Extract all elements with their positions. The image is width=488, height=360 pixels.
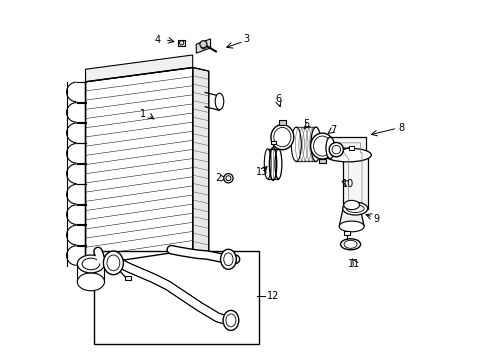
Text: 2: 2 bbox=[215, 173, 221, 183]
Ellipse shape bbox=[343, 201, 359, 210]
Text: 12: 12 bbox=[266, 291, 279, 301]
Bar bbox=[278, 120, 285, 125]
Text: 3: 3 bbox=[243, 34, 249, 44]
Ellipse shape bbox=[328, 143, 343, 157]
Bar bbox=[124, 276, 131, 280]
Text: 1: 1 bbox=[140, 109, 145, 119]
Ellipse shape bbox=[331, 145, 340, 154]
Ellipse shape bbox=[264, 149, 270, 179]
Text: 9: 9 bbox=[372, 214, 378, 224]
Ellipse shape bbox=[77, 273, 104, 291]
Bar bbox=[270, 141, 275, 144]
Ellipse shape bbox=[220, 249, 236, 269]
Ellipse shape bbox=[200, 41, 206, 48]
Bar bbox=[348, 146, 353, 150]
Ellipse shape bbox=[225, 314, 235, 327]
Text: 4: 4 bbox=[154, 35, 160, 45]
Ellipse shape bbox=[225, 176, 230, 181]
Ellipse shape bbox=[339, 221, 364, 232]
Ellipse shape bbox=[274, 149, 281, 179]
Ellipse shape bbox=[270, 125, 293, 150]
Ellipse shape bbox=[224, 253, 233, 266]
Ellipse shape bbox=[313, 136, 330, 156]
Text: 13: 13 bbox=[256, 167, 268, 177]
Ellipse shape bbox=[344, 240, 356, 248]
Bar bbox=[178, 40, 184, 46]
Polygon shape bbox=[85, 67, 192, 266]
Polygon shape bbox=[192, 67, 208, 253]
Text: 11: 11 bbox=[347, 259, 359, 269]
Ellipse shape bbox=[324, 148, 370, 162]
Text: 6: 6 bbox=[275, 94, 281, 104]
Ellipse shape bbox=[215, 93, 224, 110]
Ellipse shape bbox=[310, 133, 333, 159]
Ellipse shape bbox=[346, 204, 364, 212]
Ellipse shape bbox=[325, 137, 334, 158]
Ellipse shape bbox=[107, 255, 120, 271]
Text: 7: 7 bbox=[330, 125, 336, 135]
Polygon shape bbox=[329, 137, 367, 208]
Polygon shape bbox=[85, 55, 192, 82]
Ellipse shape bbox=[223, 310, 238, 330]
Ellipse shape bbox=[77, 255, 104, 273]
Ellipse shape bbox=[291, 127, 301, 161]
Ellipse shape bbox=[224, 174, 233, 183]
Polygon shape bbox=[196, 39, 210, 53]
Ellipse shape bbox=[200, 42, 206, 49]
Bar bbox=[318, 159, 325, 163]
Text: 8: 8 bbox=[397, 123, 403, 133]
Ellipse shape bbox=[103, 251, 123, 275]
Ellipse shape bbox=[273, 127, 290, 147]
Text: 10: 10 bbox=[341, 179, 353, 189]
Ellipse shape bbox=[310, 127, 320, 161]
Ellipse shape bbox=[82, 258, 100, 270]
Bar bbox=[344, 231, 349, 234]
Bar bbox=[94, 251, 258, 344]
Polygon shape bbox=[339, 205, 364, 226]
Text: 5: 5 bbox=[302, 119, 308, 129]
Ellipse shape bbox=[342, 202, 367, 215]
Ellipse shape bbox=[340, 239, 360, 250]
